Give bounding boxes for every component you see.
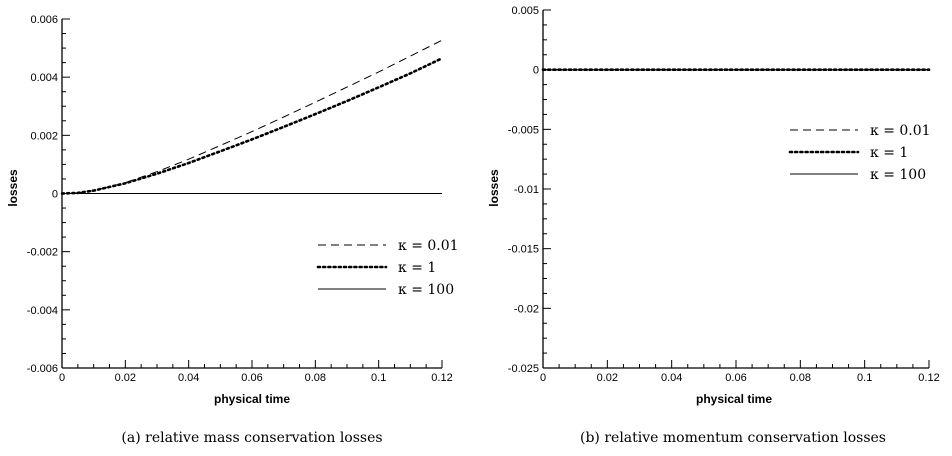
caption-momentum: (b) relative momentum conservation losse… bbox=[580, 430, 886, 446]
y-axis-label-momentum: losses bbox=[487, 169, 501, 207]
x-tick-label: 0.12 bbox=[431, 372, 452, 384]
legend-label-1: κ = 1 bbox=[398, 260, 436, 276]
y-tick-label: -0.02 bbox=[514, 303, 539, 315]
panel-momentum-losses: (b) relative momentum conservation losse… bbox=[487, 5, 940, 446]
y-tick-label: 0.004 bbox=[30, 72, 58, 84]
series-line-1 bbox=[60, 56, 444, 195]
x-tick-label: 0.1 bbox=[857, 372, 872, 384]
x-tick-label: 0 bbox=[540, 372, 546, 384]
y-tick-label: 0 bbox=[52, 189, 58, 201]
y-tick-label: -0.015 bbox=[508, 244, 539, 256]
y-tick-label: 0 bbox=[533, 65, 539, 77]
y-tick-label: -0.002 bbox=[27, 247, 58, 259]
y-tick-label: -0.006 bbox=[27, 363, 58, 375]
x-tick-label: 0.12 bbox=[918, 372, 939, 384]
x-tick-label: 0.06 bbox=[725, 372, 746, 384]
legend-label-1: κ = 1 bbox=[870, 145, 908, 161]
series-line-0 bbox=[61, 39, 443, 194]
x-tick-label: 0 bbox=[59, 372, 65, 384]
x-tick-label: 0.04 bbox=[178, 372, 199, 384]
y-tick-label: 0.002 bbox=[30, 130, 58, 142]
x-tick-label: 0.02 bbox=[115, 372, 136, 384]
x-axis-label-momentum: physical time bbox=[696, 392, 772, 406]
legend-label-2: κ = 100 bbox=[398, 282, 454, 298]
x-tick-label: 0.06 bbox=[241, 372, 262, 384]
x-axis-label-mass: physical time bbox=[214, 392, 290, 406]
x-tick-label: 0.08 bbox=[305, 372, 326, 384]
y-tick-label: -0.01 bbox=[514, 184, 539, 196]
y-tick-label: -0.005 bbox=[508, 124, 539, 136]
caption-mass: (a) relative mass conservation losses bbox=[121, 430, 382, 446]
panel-mass-losses: (a) relative mass conservation losses ph… bbox=[6, 14, 459, 446]
legend-label-0: κ = 0.01 bbox=[870, 123, 931, 139]
legend-label-0: κ = 0.01 bbox=[398, 238, 459, 254]
x-tick-label: 0.04 bbox=[661, 372, 682, 384]
y-tick-label: 0.005 bbox=[511, 5, 539, 17]
y-tick-label: -0.025 bbox=[508, 363, 539, 375]
y-tick-label: 0.006 bbox=[30, 14, 58, 26]
y-tick-label: -0.004 bbox=[27, 305, 58, 317]
x-tick-label: 0.02 bbox=[597, 372, 618, 384]
y-axis-label-mass: losses bbox=[6, 169, 20, 207]
legend-label-2: κ = 100 bbox=[870, 167, 926, 183]
x-tick-label: 0.1 bbox=[371, 372, 386, 384]
x-tick-label: 0.08 bbox=[790, 372, 811, 384]
